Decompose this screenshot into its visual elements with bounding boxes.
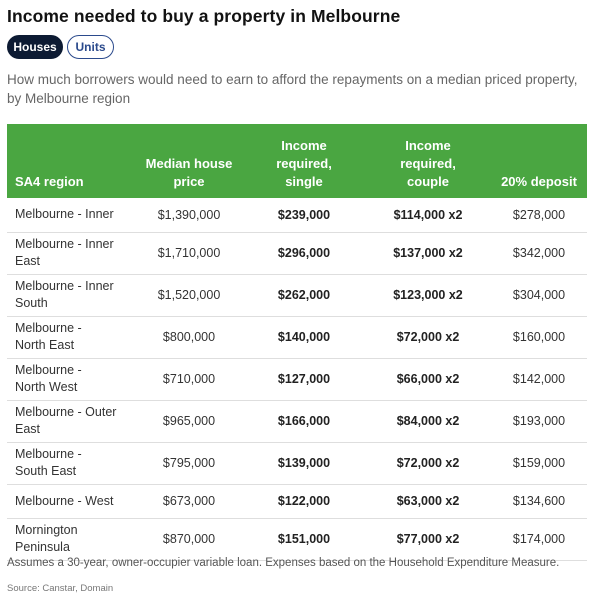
region-cell: Melbourne - South East <box>7 442 135 485</box>
table-header-row: SA4 region Median house price Income requi… <box>7 124 587 198</box>
page-title: Income needed to buy a property in Melbo… <box>7 6 401 26</box>
houses-toggle-button[interactable]: Houses <box>7 35 63 59</box>
median-price-cell: $710,000 <box>135 358 243 401</box>
table-row: Melbourne - West $673,000 $122,000 $63,0… <box>7 484 587 519</box>
income-couple-cell: $114,000 x2 <box>365 198 491 233</box>
income-couple-cell: $137,000 x2 <box>365 232 491 275</box>
income-couple-cell: $72,000 x2 <box>365 316 491 359</box>
income-couple-cell: $84,000 x2 <box>365 400 491 443</box>
source-note: Source: Canstar, Domain <box>7 583 114 594</box>
income-table: SA4 region Median house price Income requi… <box>7 124 587 561</box>
median-price-cell: $965,000 <box>135 400 243 443</box>
median-price-cell: $800,000 <box>135 316 243 359</box>
deposit-cell: $159,000 <box>491 442 587 485</box>
region-cell: Mornington Peninsula <box>7 518 135 561</box>
table-row: Melbourne - South East $795,000 $139,000 … <box>7 442 587 485</box>
median-price-cell: $1,390,000 <box>135 198 243 233</box>
region-cell: Melbourne - Outer East <box>7 400 135 443</box>
deposit-cell: $304,000 <box>491 274 587 317</box>
deposit-cell: $134,600 <box>491 484 587 519</box>
deposit-cell: $342,000 <box>491 232 587 275</box>
header-median-price: Median house price <box>145 156 233 189</box>
income-single-cell: $151,000 <box>243 518 365 561</box>
income-single-cell: $140,000 <box>243 316 365 359</box>
region-cell: Melbourne - North East <box>7 316 135 359</box>
region-cell: Melbourne - Inner South <box>7 274 135 317</box>
header-income-couple: Income required, couple <box>400 138 456 189</box>
region-cell: Melbourne - North West <box>7 358 135 401</box>
region-cell: Melbourne - West <box>7 484 135 519</box>
table-description: How much borrowers would need to earn to… <box>7 72 578 106</box>
median-price-cell: $870,000 <box>135 518 243 561</box>
table-row: Melbourne - North East $800,000 $140,000 … <box>7 316 587 359</box>
income-single-cell: $296,000 <box>243 232 365 275</box>
deposit-cell: $278,000 <box>491 198 587 233</box>
table-row: Melbourne - Outer East $965,000 $166,000 … <box>7 400 587 443</box>
median-price-cell: $1,710,000 <box>135 232 243 275</box>
deposit-cell: $193,000 <box>491 400 587 443</box>
income-couple-cell: $63,000 x2 <box>365 484 491 519</box>
table-row: Melbourne - Inner South $1,520,000 $262,0… <box>7 274 587 317</box>
region-cell: Melbourne - Inner East <box>7 232 135 275</box>
header-region: SA4 region <box>15 174 84 189</box>
median-price-cell: $1,520,000 <box>135 274 243 317</box>
property-type-toggle: Houses Units <box>7 35 114 59</box>
header-deposit: 20% deposit <box>501 174 577 189</box>
deposit-cell: $160,000 <box>491 316 587 359</box>
header-income-single: Income required, single <box>276 138 332 189</box>
income-single-cell: $122,000 <box>243 484 365 519</box>
deposit-cell: $142,000 <box>491 358 587 401</box>
income-single-cell: $166,000 <box>243 400 365 443</box>
units-toggle-button[interactable]: Units <box>67 35 114 59</box>
income-single-cell: $127,000 <box>243 358 365 401</box>
region-cell: Melbourne - Inner <box>7 198 135 233</box>
median-price-cell: $673,000 <box>135 484 243 519</box>
income-single-cell: $139,000 <box>243 442 365 485</box>
table-row: Mornington Peninsula $870,000 $151,000 $7… <box>7 518 587 561</box>
income-couple-cell: $66,000 x2 <box>365 358 491 401</box>
table-row: Melbourne - Inner East $1,710,000 $296,00… <box>7 232 587 275</box>
income-couple-cell: $123,000 x2 <box>365 274 491 317</box>
deposit-cell: $174,000 <box>491 518 587 561</box>
income-couple-cell: $72,000 x2 <box>365 442 491 485</box>
footnote: Assumes a 30-year, owner-occupier variab… <box>7 557 560 569</box>
income-single-cell: $262,000 <box>243 274 365 317</box>
income-couple-cell: $77,000 x2 <box>365 518 491 561</box>
table-row: Melbourne - North West $710,000 $127,000 … <box>7 358 587 401</box>
income-single-cell: $239,000 <box>243 198 365 233</box>
table-row: Melbourne - Inner $1,390,000 $239,000 $1… <box>7 198 587 233</box>
median-price-cell: $795,000 <box>135 442 243 485</box>
